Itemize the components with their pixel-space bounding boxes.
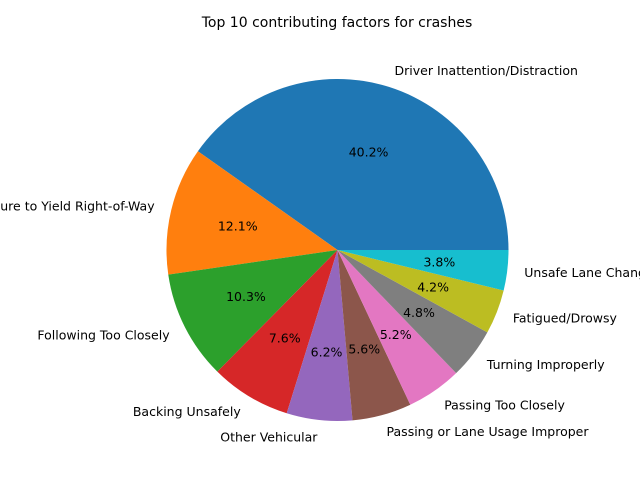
pie-slice	[337, 250, 488, 374]
slice-label: Turning Improperly	[486, 357, 605, 372]
pie-slice	[337, 250, 509, 291]
slice-label: Driver Inattention/Distraction	[395, 63, 578, 78]
slice-percent-label: 5.6%	[348, 342, 380, 357]
slice-label: Passing or Lane Usage Improper	[387, 424, 590, 439]
pie-slice	[166, 151, 338, 275]
slice-label: Failure to Yield Right-of-Way	[0, 199, 155, 214]
slice-label: Following Too Closely	[37, 327, 170, 342]
slice-label: Other Vehicular	[220, 430, 318, 445]
pie-slice	[197, 79, 509, 250]
slice-percent-label: 7.6%	[269, 330, 301, 345]
pie-slice	[337, 250, 411, 421]
slice-label: Fatigued/Drowsy	[513, 311, 618, 326]
slice-percent-label: 40.2%	[349, 145, 389, 160]
slice-percent-label: 6.2%	[311, 345, 343, 360]
pie-slice	[286, 250, 353, 422]
pie-slice	[217, 250, 338, 414]
slice-percent-label: 4.2%	[417, 280, 449, 295]
pie-percent-labels: 40.2% 12.1% 10.3% 7.6% 6.2% 5.6%5.2% 4.8% 4.2% 3…	[218, 145, 455, 360]
chart-title: Top 10 contributing factors for crashes	[201, 15, 473, 31]
pie-slice	[168, 250, 338, 372]
pie-slice	[337, 250, 504, 333]
slice-label: Backing Unsafely	[133, 404, 241, 419]
slice-percent-label: 5.2%	[380, 327, 412, 342]
pie-labels: Driver Inattention/Distraction Failure to…	[0, 63, 640, 444]
slice-percent-label: 4.8%	[403, 305, 435, 320]
pie-slice	[337, 250, 457, 405]
slice-label: Unsafe Lane Changing	[524, 265, 640, 280]
pie-slices	[166, 79, 509, 422]
slice-percent-label: 10.3%	[226, 289, 266, 304]
slice-percent-label: 3.8%	[423, 255, 455, 270]
slice-label: Passing Too Closely	[444, 397, 565, 412]
slice-percent-label: 12.1%	[218, 219, 258, 234]
